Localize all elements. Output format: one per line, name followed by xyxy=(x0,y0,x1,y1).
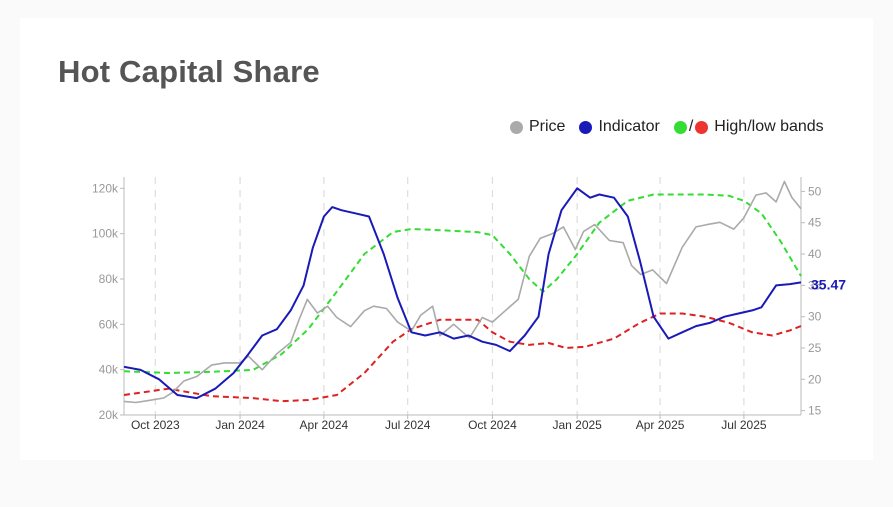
legend-item-price[interactable]: Price xyxy=(510,118,565,136)
x-tick-label: Jan 2025 xyxy=(552,418,602,432)
left-tick-label: 40k xyxy=(99,363,119,377)
x-tick-label: Jul 2025 xyxy=(721,418,767,432)
legend-price-label: Price xyxy=(529,118,566,135)
right-tick-label: 30 xyxy=(808,310,822,324)
right-tick-label: 35 xyxy=(808,278,822,292)
left-tick-label: 60k xyxy=(99,317,119,331)
left-tick-label: 120k xyxy=(92,181,119,195)
indicator-dot-icon xyxy=(579,120,593,134)
legend-indicator-label: Indicator xyxy=(598,118,660,135)
chart-legend: Price Indicator / High/low bands xyxy=(510,118,838,136)
legend-bands-separator: / xyxy=(688,118,694,135)
low-band-dot-icon xyxy=(695,120,709,134)
series-low-band-line xyxy=(123,312,802,403)
left-tick-label: 20k xyxy=(99,408,119,422)
page-title: Hot Capital Share xyxy=(58,54,320,89)
right-tick-label: 45 xyxy=(808,216,822,230)
x-tick-label: Apr 2024 xyxy=(300,418,349,432)
series-price-line xyxy=(123,180,802,404)
legend-bands-label: High/low bands xyxy=(714,118,824,135)
high-band-dot-icon xyxy=(673,120,687,134)
legend-item-indicator[interactable]: Indicator xyxy=(579,118,660,136)
right-tick-label: 50 xyxy=(808,184,822,198)
x-tick-label: Oct 2023 xyxy=(131,418,180,432)
right-tick-label: 15 xyxy=(808,404,822,418)
right-tick-label: 40 xyxy=(808,247,822,261)
x-tick-label: Oct 2024 xyxy=(468,418,517,432)
x-tick-label: Apr 2025 xyxy=(636,418,685,432)
x-tick-label: Jul 2024 xyxy=(385,418,431,432)
price-dot-icon xyxy=(510,120,523,134)
right-tick-label: 25 xyxy=(808,341,822,355)
left-tick-label: 80k xyxy=(99,272,119,286)
right-tick-label: 20 xyxy=(808,372,822,386)
chart-card xyxy=(20,18,873,460)
left-tick-label: 100k xyxy=(92,227,119,241)
last-indicator-value-label: 35.47 xyxy=(811,276,846,292)
legend-item-bands[interactable]: / High/low bands xyxy=(673,118,824,136)
series-indicator-line xyxy=(123,187,802,400)
series-high-band-line xyxy=(123,193,802,374)
x-tick-label: Jan 2024 xyxy=(215,418,265,432)
